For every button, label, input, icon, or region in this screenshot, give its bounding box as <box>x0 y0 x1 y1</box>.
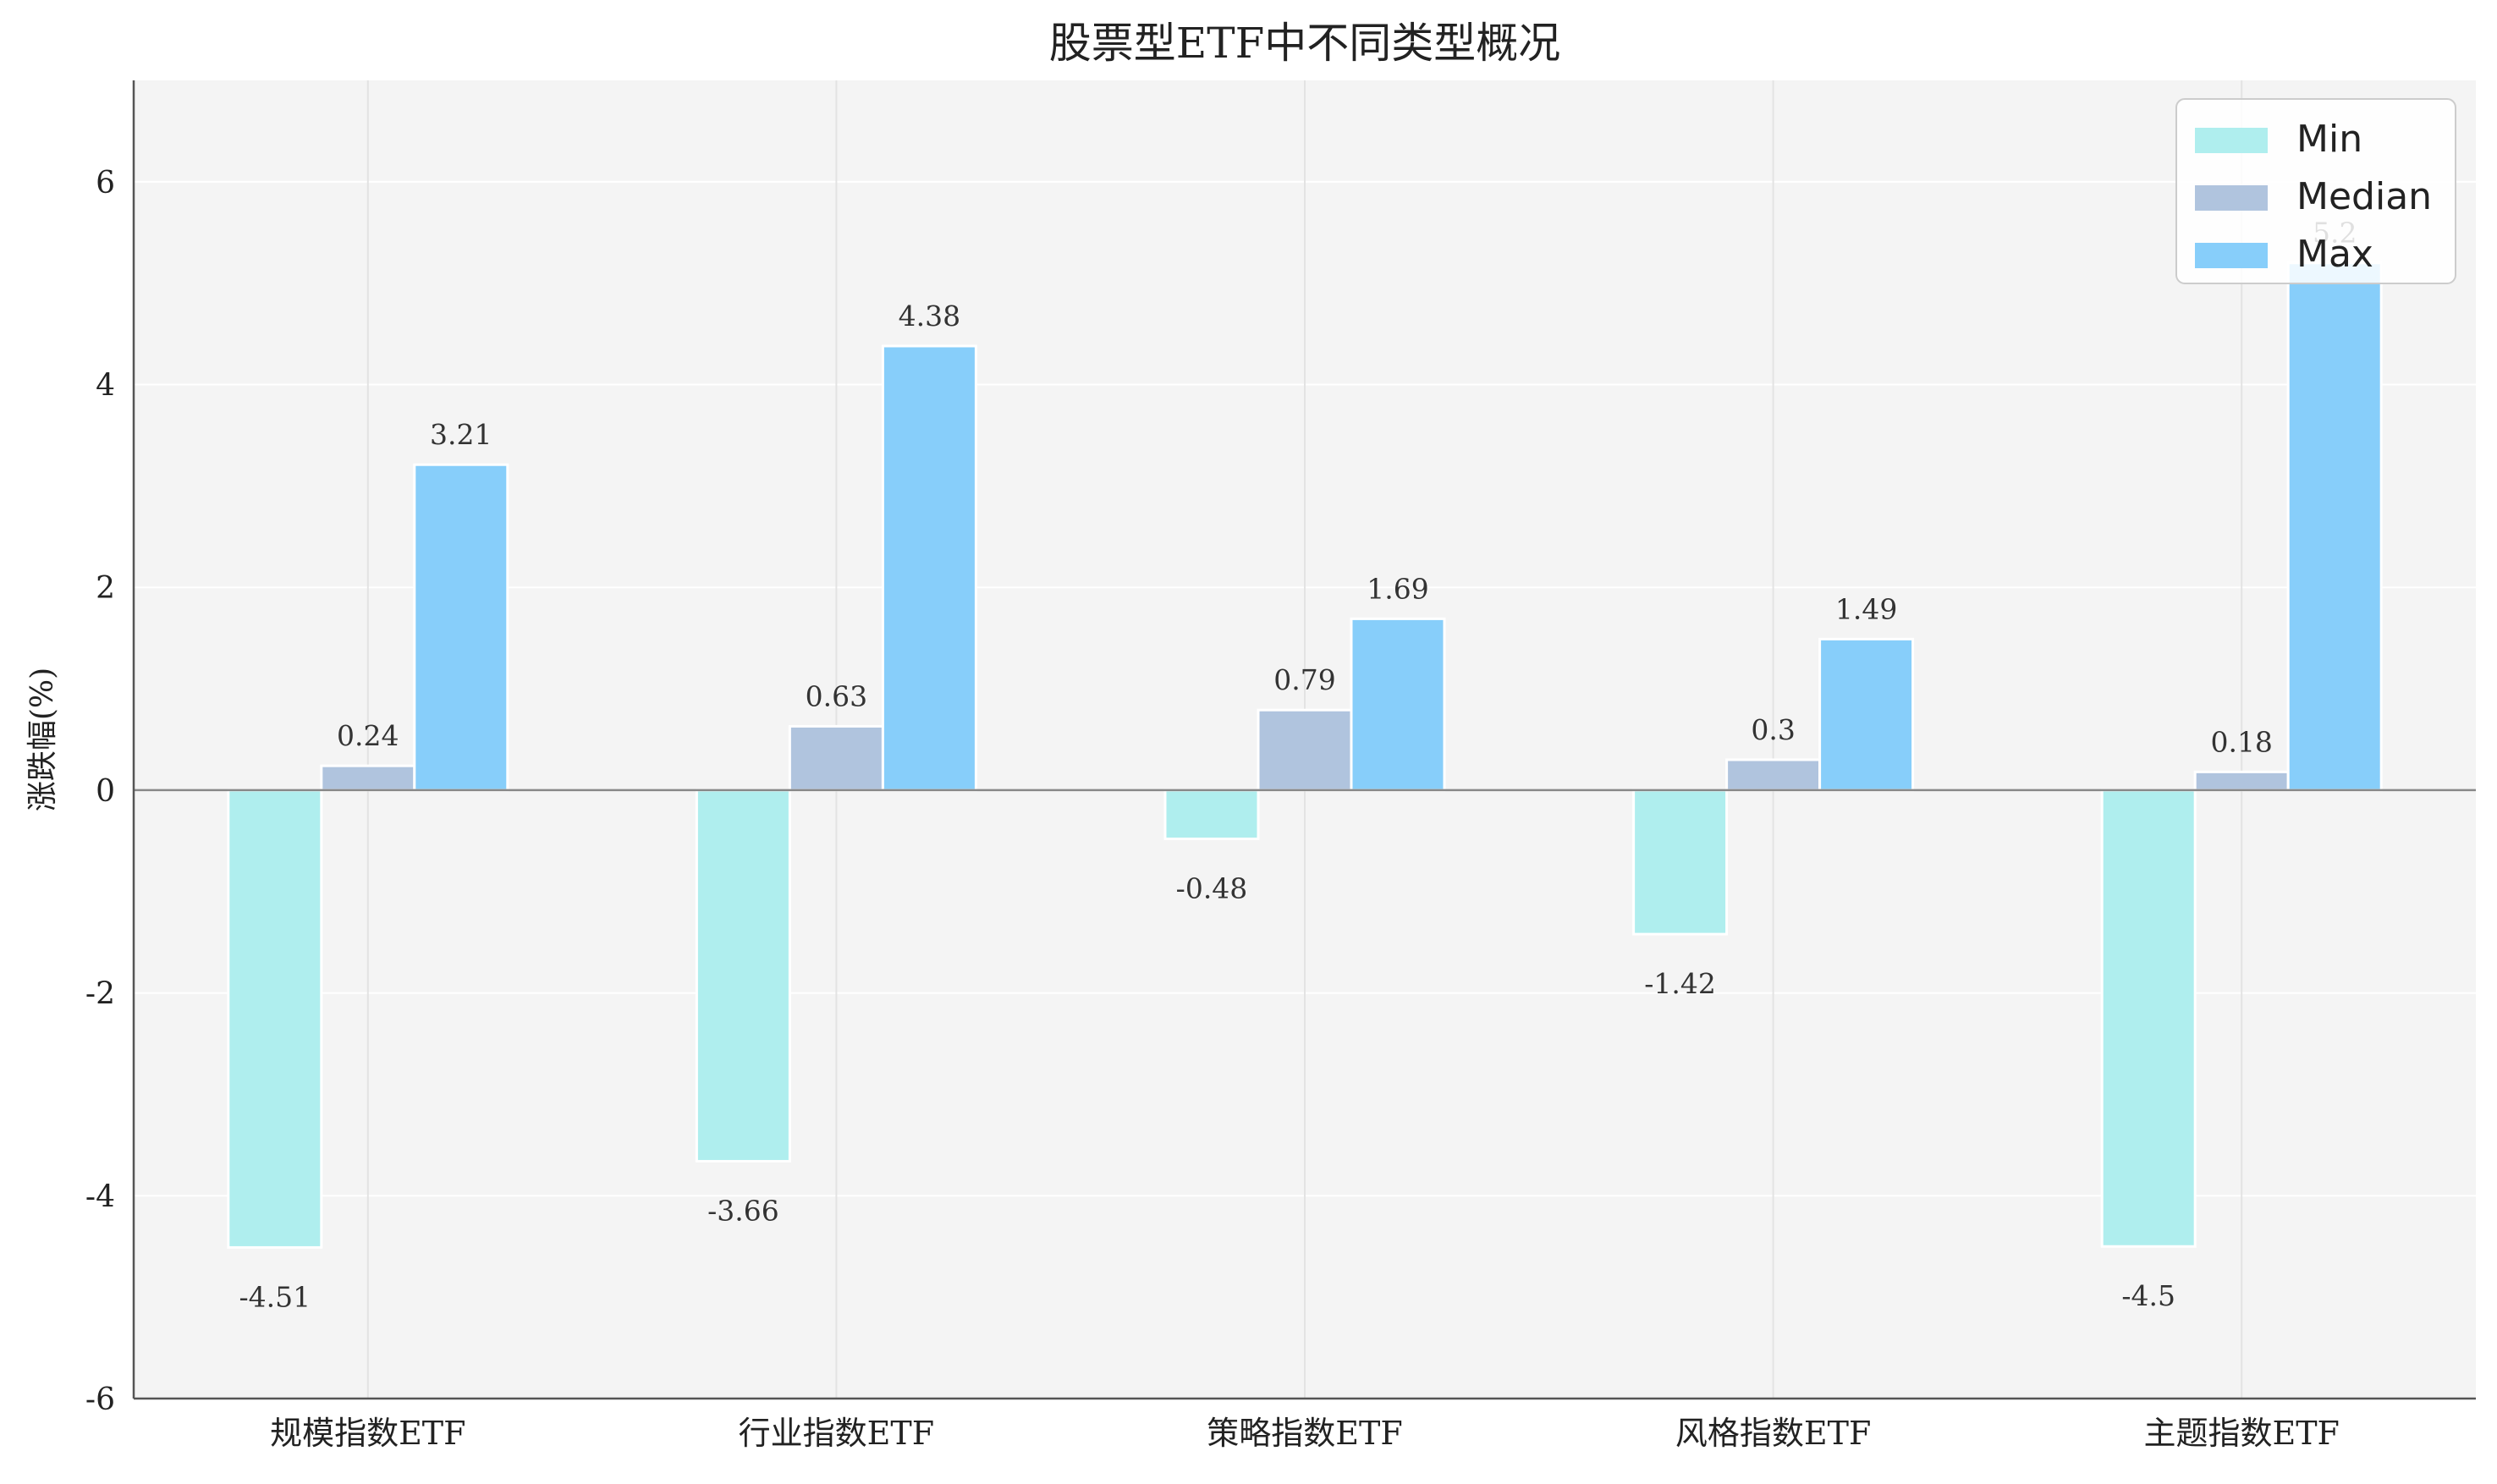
bar <box>1632 789 1729 936</box>
axes: -6 -4 -2 0 2 4 6 规模指数ETF 行业指数ETF 策略指数ETF 风格指数ETF 主题… <box>85 80 2476 1452</box>
data-label: 0.18 <box>2210 725 2272 758</box>
legend-label: Median <box>2296 175 2432 218</box>
x-tick-label: 策略指数ETF <box>1207 1415 1402 1452</box>
legend-label: Max <box>2296 233 2373 276</box>
data-label: -0.48 <box>1176 871 1248 904</box>
bar <box>695 789 791 1163</box>
bar <box>2193 770 2290 792</box>
y-axis-title: 涨跌幅(%) <box>25 668 60 811</box>
bar <box>1257 708 1353 792</box>
x-tick-label: 风格指数ETF <box>1675 1415 1871 1452</box>
bar <box>320 764 416 792</box>
bar <box>227 789 323 1249</box>
data-label: 1.69 <box>1367 572 1428 605</box>
data-label: 0.63 <box>806 679 867 712</box>
data-label: -4.51 <box>239 1280 311 1313</box>
bar <box>1163 789 1260 840</box>
legend-label: Min <box>2296 118 2362 161</box>
data-label: -4.5 <box>2121 1279 2175 1312</box>
bar <box>1725 758 1822 792</box>
x-tick-label: 规模指数ETF <box>270 1415 465 1452</box>
bar <box>788 724 884 792</box>
data-label: 1.49 <box>1835 592 1897 625</box>
bar <box>881 344 977 792</box>
data-label: 0.3 <box>1751 713 1795 746</box>
bar <box>2286 261 2383 792</box>
y-tick-label: -4 <box>85 1179 115 1214</box>
y-tick-label: -6 <box>85 1382 115 1417</box>
bar <box>2100 789 2197 1248</box>
y-tick-label: 4 <box>96 369 115 404</box>
y-tick-label: -2 <box>85 977 115 1012</box>
data-label: -3.66 <box>707 1195 779 1228</box>
bar <box>1350 617 1446 792</box>
x-tick-label: 主题指数ETF <box>2143 1415 2339 1452</box>
data-label: 3.21 <box>430 418 492 451</box>
data-label: 0.24 <box>337 719 399 752</box>
legend: Min Median Max <box>2175 98 2456 284</box>
x-tick-label: 行业指数ETF <box>739 1415 934 1452</box>
data-label: 4.38 <box>899 300 960 333</box>
bar <box>413 463 509 792</box>
legend-swatch <box>2195 185 2268 211</box>
legend-swatch <box>2195 243 2268 268</box>
y-tick-label: 0 <box>96 774 115 809</box>
y-tick-label: 2 <box>96 571 115 606</box>
bars <box>227 261 2383 1249</box>
legend-swatch <box>2195 128 2268 153</box>
data-label: 0.79 <box>1273 663 1335 696</box>
chart-title: 股票型ETF中不同类型概况 <box>1049 19 1561 68</box>
data-labels: -4.51 -3.66 -0.48 -1.42 -4.5 0.24 0.63 0.79 0.3 0… <box>239 217 2357 1314</box>
bar <box>1818 637 1915 792</box>
data-label: -1.42 <box>1644 967 1716 1000</box>
y-tick-label: 6 <box>96 166 115 201</box>
